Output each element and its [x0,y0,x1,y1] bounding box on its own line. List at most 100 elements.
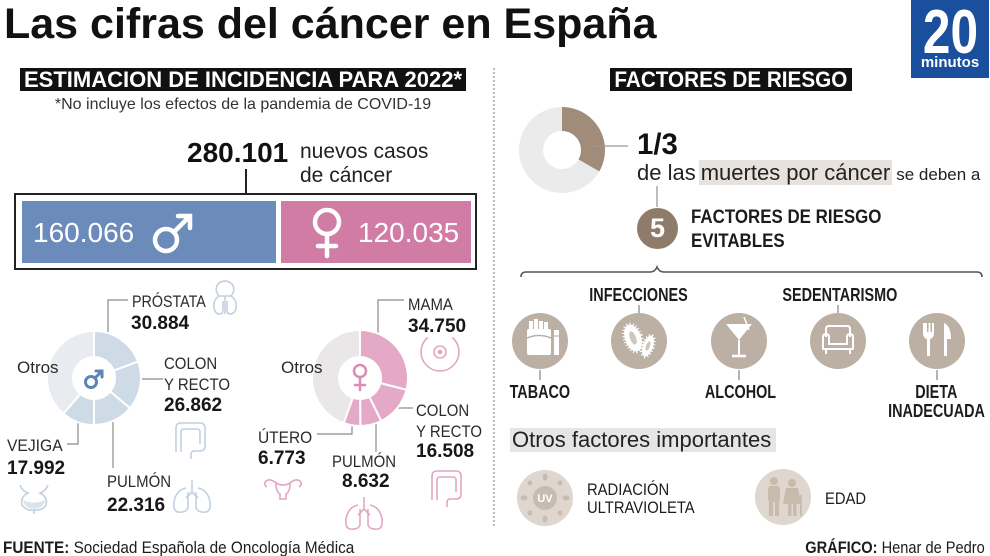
other-factors-title: Otros factores importantes [512,427,772,453]
factor-label-infecciones: INFECCIONES [559,286,719,304]
colon-women-label-line2: Y RECTO [416,423,491,440]
factors-brace [520,264,983,278]
donut-slice-colon-y-recto [367,381,408,423]
incidence-section-header: ESTIMACION DE INCIDENCIA PARA 2022* [20,68,466,91]
colon-men-label-line1-text: COLON [164,353,218,373]
factor-ticks [539,305,938,380]
cigarettes-icon [512,313,568,369]
colon-men-value: 26.862 [164,394,223,416]
bar-segment-women [280,201,471,263]
total-cases-label-line2: de cáncer [300,164,393,187]
colon-men-label-line2-text: Y RECTO [164,374,230,394]
logo-word: minutos [920,54,980,71]
lung-women-label-text: PULMÓN [332,451,397,471]
risk-sentence-start: de las [637,160,696,186]
bacteria-icon [611,313,667,369]
factor-label-tabaco-text: TABACO [509,381,571,402]
risk-sentence-end: se deben a [896,165,981,185]
breast-label: MAMA [408,296,459,313]
colon-icon-women [431,470,462,507]
uv-icon-text: UV [537,493,553,505]
lung-men-label: PULMÓN [107,473,180,490]
bladder-value: 17.992 [7,457,66,479]
donut-slice-5-factores-de-riesgo-evitables [562,107,605,172]
uterus-icon [263,479,303,500]
risk-count-label-line2-text: EVITABLES [691,230,785,252]
lung-women-value: 8.632 [342,470,390,492]
other-factor-uv-line1-text: RADIACIÓN [587,479,670,499]
lungs-icon-women [345,497,383,530]
risk-count-label-line1-text: FACTORES DE RIESGO [691,206,882,228]
prostate-label-text: PRÓSTATA [132,291,206,311]
donut-female-symbol-icon [352,363,368,392]
cocktail-glass-icon [711,313,767,369]
other-factor-uv-line2: ULTRAVIOLETA [587,499,711,516]
donut-women [311,328,409,428]
other-factor-uv-line1: RADIACIÓN [587,481,681,498]
other-factor-uv-line2-text: ULTRAVIOLETA [587,497,695,517]
donut-male-symbol-icon [84,369,104,389]
risk-count-badge: 5 [637,208,678,249]
bar-segment-men [22,201,276,263]
leader-prostate [107,299,128,333]
breast-icon [420,336,460,372]
total-cases-label-line1: nuevos casos [300,140,429,163]
factor-label-dieta-line2: INADECUADA [856,402,990,420]
uterus-label-text: ÚTERO [258,427,313,447]
uv-sun-icon: UV [517,470,573,526]
prostate-value: 30.884 [131,312,190,334]
colon-women-label-line1-text: COLON [416,400,470,420]
footer-credit-inner: GRÁFICO: Henar de Pedro [805,539,985,556]
risk-sentence: de las muertes por cáncer se deben a [637,160,981,186]
factor-label-alcohol-text: ALCOHOL [704,381,776,402]
factor-label-sedentarismo-text: SEDENTARISMO [782,284,898,305]
lung-men-label-text: PULMÓN [107,471,172,491]
men-cases-value: 160.066 [33,217,135,248]
sofa-icon [810,313,866,369]
incidence-note: *No incluye los efectos de la pandemia d… [54,96,432,113]
other-factors-highlight [510,428,776,452]
fork-knife-icon [909,313,965,369]
logo-number: 20 [911,2,989,64]
logo-number-text: 20 [922,0,978,67]
factor-label-dieta-line1: DIETA [856,383,990,401]
factor-label-dieta-line2-text: INADECUADA [887,400,985,421]
bladder-label-text: VEJIGA [7,435,63,455]
factor-label-infecciones-text: INFECCIONES [589,284,689,305]
risk-section-title: FACTORES DE RIESGO [614,66,848,92]
prostate-label: PRÓSTATA [132,293,220,310]
risk-count-label-line2: EVITABLES [691,232,796,251]
other-factor-age-text: EDAD [825,488,867,508]
women-others-text: Otros [281,357,323,377]
lung-men-value: 22.316 [107,494,166,516]
risk-fraction: 1/3 [637,127,679,161]
factor-label-alcohol: ALCOHOL [660,383,820,401]
risk-sentence-highlight: muertes por cáncer [698,160,893,186]
donut-slice-pulmon [359,395,383,428]
colon-icon [175,422,206,459]
donut-slice-resto [519,107,600,193]
incidence-section-title: ESTIMACION DE INCIDENCIA PARA 2022* [23,66,463,92]
men-others-label: Otros [17,359,59,376]
leader-uterus [317,423,353,435]
risk-fraction-text: 1/3 [637,127,678,161]
donut-risk [519,107,605,193]
risk-section-header: FACTORES DE RIESGO [610,68,852,91]
men-others-text: Otros [17,357,59,377]
colon-women-label-line2-text: Y RECTO [416,421,482,441]
breast-label-text: MAMA [408,294,453,314]
elderly-couple-icon [755,469,811,525]
other-factor-age: EDAD [825,490,872,507]
footer-source-label: FUENTE: [3,537,70,556]
colon-men-label-line2: Y RECTO [164,376,239,393]
footer-credit-label: GRÁFICO: [805,537,878,556]
bladder-label: VEJIGA [7,437,67,454]
footer-credit: GRÁFICO: Henar de Pedro [776,539,985,556]
footer-credit-text: Henar de Pedro [881,537,985,556]
bladder-icon [19,484,49,514]
footer-source-text: Sociedad Española de Oncología Médica [73,537,355,556]
colon-women-value: 16.508 [416,440,475,462]
women-cases-value: 120.035 [358,217,460,248]
risk-count-label-line1: FACTORES DE RIESGO [691,208,905,227]
